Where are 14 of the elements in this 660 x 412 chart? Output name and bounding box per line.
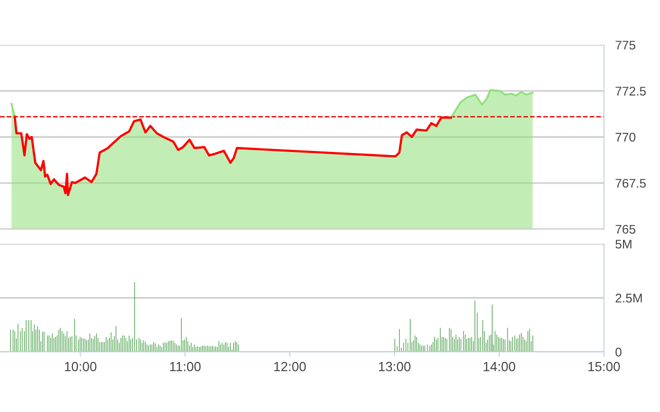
y-tick-label: 5M xyxy=(616,240,632,249)
y-tick-label: 2.5M xyxy=(616,294,642,303)
y-tick-label: 775 xyxy=(616,40,636,50)
y-tick-label: 0 xyxy=(616,348,622,356)
x-tick-label: 11:00 xyxy=(170,362,201,372)
y-tick-label: 765 xyxy=(616,224,636,234)
x-tick-label: 10:00 xyxy=(64,362,96,372)
x-tick-label: 13:00 xyxy=(379,362,410,372)
x-tick-label: 14:00 xyxy=(484,362,516,372)
y-tick-label: 767.5 xyxy=(616,178,646,188)
x-tick-label: 12:00 xyxy=(274,362,306,372)
y-tick-label: 772.5 xyxy=(616,86,646,96)
x-tick-label: 15:00 xyxy=(588,362,620,372)
y-tick-label: 770 xyxy=(616,132,636,142)
